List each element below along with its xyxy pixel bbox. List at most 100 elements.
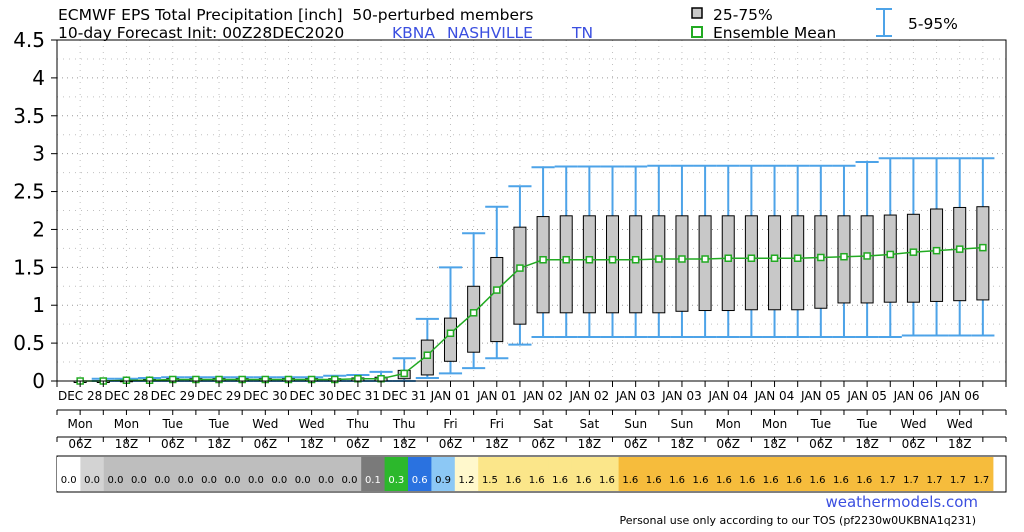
strip-cell-31 <box>782 457 807 491</box>
box-37 <box>930 208 944 302</box>
strip-value-38: 1.7 <box>950 475 966 486</box>
strip-value-28: 1.6 <box>716 475 732 486</box>
strip-cell-34 <box>852 457 877 491</box>
strip-value-4: 0.0 <box>154 475 170 486</box>
box-35 <box>883 214 897 303</box>
xlabel-date-7: DEC 31 <box>382 389 426 403</box>
strip-value-23: 1.6 <box>599 475 615 486</box>
mean-marker-21 <box>562 256 570 264</box>
mean-line <box>80 246 983 382</box>
ytick-label-7: 3.5 <box>13 104 45 128</box>
box-29 <box>744 215 758 311</box>
strip-cell-14 <box>384 457 409 491</box>
ytick-label-6: 3 <box>32 142 45 166</box>
xlabel-day-13: Sun <box>671 417 694 431</box>
mean-marker-35 <box>886 250 895 259</box>
strip-value-13: 0.1 <box>365 475 381 486</box>
mean-marker-16 <box>446 329 455 338</box>
strip-value-32: 1.6 <box>810 475 826 486</box>
mean-marker-25 <box>655 255 663 263</box>
xlabel-date-3: DEC 29 <box>197 389 241 403</box>
xlabel-date-14: JAN 04 <box>707 389 748 403</box>
strip-value-19: 1.6 <box>505 475 521 486</box>
mean-marker-37 <box>932 246 941 255</box>
mean-marker-32 <box>817 253 825 262</box>
xlabel-day-9: Fri <box>490 417 504 431</box>
strip-value-5: 0.0 <box>178 475 194 486</box>
chart-subtitle: 10-day Forecast Init: 00Z28DEC2020 <box>58 24 345 42</box>
legend-mean-swatch <box>691 26 703 38</box>
box-23 <box>606 215 620 314</box>
strip-value-21: 1.6 <box>552 475 568 486</box>
xlabel-date-10: JAN 02 <box>522 389 563 403</box>
xlabel-hour-7: 18Z <box>392 437 416 451</box>
legend-iqr-label: 25-75% <box>713 6 773 24</box>
xlabel-date-8: JAN 01 <box>430 389 471 403</box>
xlabel-day-18: Wed <box>900 417 926 431</box>
strip-value-34: 1.6 <box>856 475 872 486</box>
chart-title: ECMWF EPS Total Precipitation [inch] 50-… <box>58 6 534 24</box>
legend-whisker-icon <box>876 8 892 37</box>
xlabel-day-8: Fri <box>443 417 457 431</box>
box-32 <box>814 215 828 309</box>
ytick-label-1: 0.5 <box>13 331 45 355</box>
xlabel-date-6: DEC 31 <box>336 389 380 403</box>
xlabel-hour-4: 06Z <box>254 437 278 451</box>
box-28 <box>721 215 735 312</box>
strip-value-33: 1.6 <box>833 475 849 486</box>
xlabel-hour-0: 06Z <box>68 437 92 451</box>
xlabel-day-7: Thu <box>392 417 416 431</box>
xlabel-hour-12: 06Z <box>624 437 648 451</box>
xlabel-hour-14: 06Z <box>716 437 740 451</box>
strip-cell-36 <box>899 457 924 491</box>
box-31 <box>791 215 805 311</box>
xlabel-day-12: Sun <box>624 417 647 431</box>
ytick-label-5: 2.5 <box>13 180 45 204</box>
strip-cell-32 <box>805 457 830 491</box>
strip-cell-17 <box>454 457 479 491</box>
strip-value-25: 1.6 <box>646 475 662 486</box>
mean-marker-14 <box>400 369 408 378</box>
mean-marker-34 <box>863 252 871 260</box>
mean-marker-27 <box>701 255 709 263</box>
strip-value-14: 0.3 <box>388 475 404 486</box>
strip-cell-26 <box>665 457 690 491</box>
xlabel-hour-3: 18Z <box>207 437 231 451</box>
mean-marker-31 <box>793 254 802 262</box>
strip-value-39: 1.7 <box>973 475 989 486</box>
footer-site: weathermodels.com <box>825 493 978 511</box>
xlabel-date-19: JAN 06 <box>939 389 980 403</box>
strip-value-8: 0.0 <box>248 475 264 486</box>
xlabel-day-10: Sat <box>533 417 553 431</box>
mean-marker-26 <box>678 255 686 263</box>
strip-value-12: 0.0 <box>342 475 358 486</box>
strip-value-18: 1.5 <box>482 475 498 486</box>
mean-marker-20 <box>539 256 547 264</box>
xlabel-day-19: Wed <box>947 417 973 431</box>
strip-cell-28 <box>712 457 736 491</box>
xlabel-hour-16: 06Z <box>809 437 833 451</box>
strip-value-26: 1.6 <box>669 475 685 486</box>
mean-marker-39 <box>979 243 987 252</box>
ytick-label-9: 4.5 <box>13 28 45 52</box>
xlabel-day-5: Wed <box>299 417 325 431</box>
strip-cell-12 <box>337 457 362 491</box>
xlabel-date-17: JAN 05 <box>846 389 887 403</box>
strip-cell-13 <box>361 457 385 491</box>
strip-cell-7 <box>220 457 245 491</box>
xlabel-day-14: Mon <box>716 417 741 431</box>
xlabel-day-1: Mon <box>114 417 139 431</box>
xlabel-date-5: DEC 30 <box>289 389 333 403</box>
box-20 <box>536 216 550 314</box>
mean-marker-24 <box>631 256 640 264</box>
box-30 <box>768 215 782 311</box>
xlabel-hour-1: 18Z <box>115 437 139 451</box>
ytick-label-0: 0 <box>32 369 45 393</box>
xlabel-hour-19: 18Z <box>948 437 972 451</box>
strip-cell-2 <box>103 457 128 491</box>
strip-value-3: 0.0 <box>131 475 147 486</box>
box-27 <box>698 215 712 312</box>
xlabel-date-16: JAN 05 <box>800 389 841 403</box>
strip-value-24: 1.6 <box>622 475 638 486</box>
